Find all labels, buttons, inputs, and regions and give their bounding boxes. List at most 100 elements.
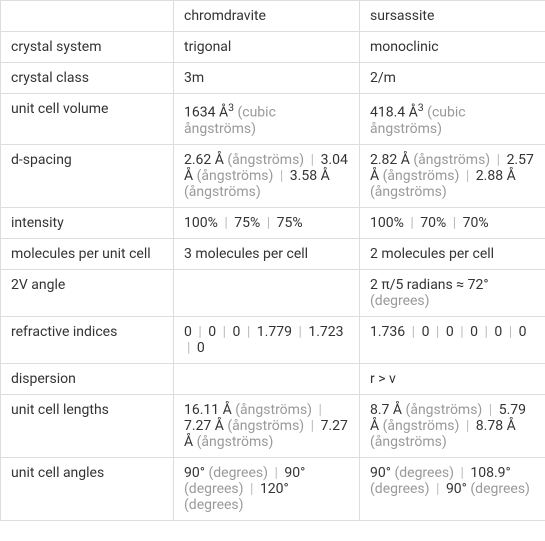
unit-label: (ångströms) [383, 168, 460, 184]
value: 2.82 Å [370, 152, 410, 168]
separator: | [412, 324, 415, 340]
value: 0 [208, 324, 216, 340]
header-row: chromdravite sursassite [1, 1, 545, 32]
cell-value: 90° (degrees) | 90° (degrees) | 120° (de… [174, 457, 360, 520]
header-empty [1, 1, 174, 32]
separator: | [410, 215, 413, 231]
cell-value: 2/m [360, 63, 545, 94]
value: 0 [197, 340, 205, 356]
value: 1.779 [257, 324, 292, 340]
cell-value: 16.11 Å (ångströms) | 7.27 Å (ångströms)… [174, 394, 360, 457]
unit-label: (ångströms) [227, 418, 304, 434]
unit-label: (degrees) [208, 465, 268, 481]
table-row: d-spacing 2.62 Å (ångströms) | 3.04 Å (å… [1, 144, 545, 207]
cell-value: r > v [360, 363, 545, 394]
value: 0 [494, 324, 502, 340]
value: 418.4 Å [370, 105, 418, 121]
properties-table: chromdravite sursassite crystal system t… [0, 0, 545, 521]
value: 0 [519, 324, 527, 340]
table-row: dispersion r > v [1, 363, 545, 394]
table-row: intensity 100% | 75% | 75% 100% | 70% | … [1, 207, 545, 238]
cell-value: 1.736 | 0 | 0 | 0 | 0 | 0 [360, 316, 545, 363]
value: 3.58 Å [290, 168, 330, 184]
row-label: unit cell angles [1, 457, 174, 520]
value: 1634 Å [184, 105, 228, 121]
separator: | [198, 324, 201, 340]
table-row: unit cell volume 1634 Å3 (cubic ångström… [1, 94, 545, 145]
separator: | [311, 152, 314, 168]
row-label: crystal system [1, 32, 174, 63]
cell-value: trigonal [174, 32, 360, 63]
cell-value: monoclinic [360, 32, 545, 63]
row-label: unit cell volume [1, 94, 174, 145]
value: 90° [446, 481, 467, 497]
unit-label: (ångströms) [197, 168, 274, 184]
value: 90° [184, 465, 205, 481]
separator: | [484, 324, 487, 340]
separator: | [466, 168, 469, 184]
separator: | [250, 481, 253, 497]
value: 0 [422, 324, 430, 340]
separator: | [298, 324, 301, 340]
separator: | [509, 324, 512, 340]
separator: | [274, 465, 277, 481]
row-label: molecules per unit cell [1, 238, 174, 269]
unit-label: (degrees) [370, 481, 430, 497]
row-label: d-spacing [1, 144, 174, 207]
table-row: crystal class 3m 2/m [1, 63, 545, 94]
value: 16.11 Å [184, 402, 232, 418]
table-row: molecules per unit cell 3 molecules per … [1, 238, 545, 269]
separator: | [497, 152, 500, 168]
value: 0 [233, 324, 241, 340]
unit-label: (ångströms) [370, 184, 447, 200]
unit-label: (degrees) [370, 293, 430, 309]
unit-label: (ångströms) [227, 152, 304, 168]
row-label: refractive indices [1, 316, 174, 363]
cell-value: 2 π/5 radians ≈ 72° (degrees) [360, 269, 545, 316]
cell-value: 100% | 75% | 75% [174, 207, 360, 238]
separator: | [436, 324, 439, 340]
table-row: unit cell angles 90° (degrees) | 90° (de… [1, 457, 545, 520]
separator: | [319, 402, 322, 418]
unit-label: (degrees) [394, 465, 454, 481]
superscript: 3 [418, 101, 424, 114]
table-row: refractive indices 0 | 0 | 0 | 1.779 | 1… [1, 316, 545, 363]
row-label: dispersion [1, 363, 174, 394]
value: 8.78 Å [476, 418, 516, 434]
value: 108.9° [470, 465, 510, 481]
value: 0 [446, 324, 454, 340]
cell-value: 90° (degrees) | 108.9° (degrees) | 90° (… [360, 457, 545, 520]
value: 100% [370, 215, 404, 231]
value: 0 [470, 324, 478, 340]
cell-value: 2.62 Å (ångströms) | 3.04 Å (ångströms) … [174, 144, 360, 207]
row-label: intensity [1, 207, 174, 238]
unit-label: (ångströms) [406, 402, 483, 418]
separator: | [224, 215, 227, 231]
cell-value: 418.4 Å3 (cubic ångströms) [360, 94, 545, 145]
separator: | [460, 324, 463, 340]
value: 120° [260, 481, 289, 497]
value: 70% [420, 215, 446, 231]
unit-label: (ångströms) [383, 418, 460, 434]
unit-label: (ångströms) [197, 434, 274, 450]
separator: | [247, 324, 250, 340]
value: 75% [277, 215, 303, 231]
cell-value [174, 269, 360, 316]
unit-label: (ångströms) [413, 152, 490, 168]
separator: | [223, 324, 226, 340]
value: 7.27 Å [184, 418, 224, 434]
unit-label: (ångströms) [184, 184, 261, 200]
value: 2 π/5 radians ≈ 72° [370, 277, 489, 293]
separator: | [466, 418, 469, 434]
unit-label: (ångströms) [235, 402, 312, 418]
separator: | [311, 418, 314, 434]
cell-value: 8.7 Å (ångströms) | 5.79 Å (ångströms) |… [360, 394, 545, 457]
value: 90° [284, 465, 305, 481]
value: 100% [184, 215, 218, 231]
separator: | [187, 340, 190, 356]
cell-value [174, 363, 360, 394]
unit-label: (degrees) [470, 481, 530, 497]
header-col2: sursassite [360, 1, 545, 32]
row-label: unit cell lengths [1, 394, 174, 457]
cell-value: 1634 Å3 (cubic ångströms) [174, 94, 360, 145]
